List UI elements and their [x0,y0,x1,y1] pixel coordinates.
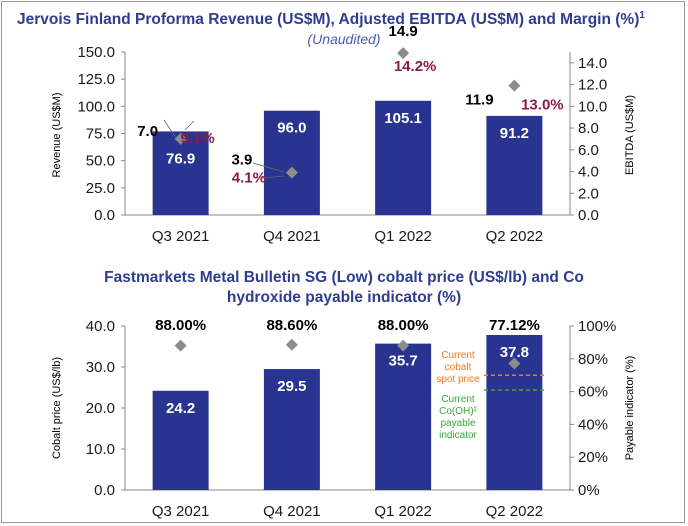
reference-annotation-text: Current [441,350,475,361]
y-tick-label: 40.0 [86,318,115,335]
payable-marker [174,339,187,352]
reference-annotation-text: cobalt [445,362,472,373]
bar-value-label: 105.1 [384,110,422,127]
reference-annotation-text: spot price [436,374,480,385]
chart2-title-line2: hydroxide payable indicator (%) [227,289,461,306]
x-tick-label: Q4 2021 [263,503,321,520]
y2-tick-label: 6.0 [578,142,599,159]
bar-value-label: 35.7 [389,353,418,370]
chart1-title: Jervois Finland Proforma Revenue (US$M),… [17,10,645,28]
ebitda-label: 7.0 [137,123,158,140]
y-tick-label: 150.0 [77,44,115,61]
margin-label: 4.1% [232,170,266,187]
y2-tick-label: 100% [578,318,616,335]
y-tick-label: 50.0 [86,153,115,170]
chart1-subtitle: (Unaudited) [307,31,380,47]
bar-value-label: 24.2 [166,400,195,417]
y-tick-label: 0.0 [94,207,115,224]
chart1-plot: 0.0 25.0 50.0 75.0 100.0 125.0 150.0 0.0 2.0 4.0 6… [77,23,607,245]
y-tick-label: 25.0 [86,180,115,197]
y2-tick-label: 0% [578,482,600,499]
leader-line [184,120,195,131]
bar [486,115,543,215]
y-tick-label: 125.0 [77,71,115,88]
x-tick-label: Q2 2022 [486,503,544,520]
chart1-y2-axis-title: EBITDA (US$M) [624,95,636,175]
margin-label: 9.1% [181,130,215,147]
payable-label: 77.12% [489,317,540,334]
bar [375,100,432,215]
bar [152,390,209,490]
bar [375,343,432,490]
x-tick-label: Q2 2022 [486,228,544,245]
payable-label: 88.60% [266,317,317,334]
payable-marker [397,339,410,352]
y2-tick-label: 60% [578,384,608,401]
y2-tick-label: 40% [578,416,608,433]
y-tick-label: 75.0 [86,126,115,143]
y2-tick-label: 4.0 [578,164,599,181]
margin-label: 14.2% [394,58,437,75]
reference-annotation-text: Co(OH)² [439,406,477,417]
y2-tick-label: 0.0 [578,207,599,224]
reference-annotation-text: Current [441,394,475,405]
payable-label: 88.00% [155,317,206,334]
x-tick-label: Q1 2022 [374,503,432,520]
y-tick-label: 30.0 [86,359,115,376]
x-tick-label: Q1 2022 [374,228,432,245]
bar-value-label: 37.8 [500,344,529,361]
chart1-y-axis-title: Revenue (US$M) [51,93,63,178]
y-tick-label: 10.0 [86,441,115,458]
bar-value-label: 76.9 [166,150,195,167]
y2-tick-label: 14.0 [578,55,607,72]
y2-tick-label: 20% [578,449,608,466]
y-tick-label: 20.0 [86,400,115,417]
chart2-y-axis-title: Cobalt price (US$/lb) [51,357,63,459]
bar-value-label: 91.2 [500,125,529,142]
ebitda-marker [508,79,521,92]
chart2-y2-axis-title: Payable indicator (%) [624,356,636,461]
payable-label: 88.00% [378,317,429,334]
reference-annotation-text: payable [440,418,475,429]
leader-line [261,175,285,179]
ebitda-label: 14.9 [389,23,418,40]
y2-tick-label: 8.0 [578,120,599,137]
ebitda-marker [397,47,410,60]
y2-tick-label: 12.0 [578,77,607,94]
y2-tick-label: 80% [578,351,608,368]
bar-value-label: 29.5 [277,378,306,395]
margin-label: 13.0% [521,97,564,114]
bar [263,369,320,490]
leader-line [163,119,177,139]
payable-marker [285,338,298,351]
y2-tick-label: 10.0 [578,98,607,115]
chart2-title-line1: Fastmarkets Metal Bulletin SG (Low) coba… [104,269,584,286]
ebitda-marker [285,166,298,179]
x-tick-label: Q3 2021 [152,503,210,520]
ebitda-marker [174,132,187,145]
x-tick-label: Q4 2021 [263,228,321,245]
x-tick-label: Q3 2021 [152,228,210,245]
y2-tick-label: 2.0 [578,185,599,202]
y-tick-label: 100.0 [77,98,115,115]
y-tick-label: 0.0 [94,482,115,499]
payable-marker [508,357,521,370]
chart2-plot: 0.0 10.0 20.0 30.0 40.0 0% 20% 40% 60% 80% 100% Q3 … [86,317,617,520]
leader-line [252,162,285,173]
bar-value-label: 96.0 [277,120,306,137]
ebitda-label: 11.9 [465,92,493,109]
ebitda-label: 3.9 [231,152,252,169]
reference-annotation-text: indicator [439,430,477,441]
bar [263,110,320,215]
bar [152,131,209,215]
